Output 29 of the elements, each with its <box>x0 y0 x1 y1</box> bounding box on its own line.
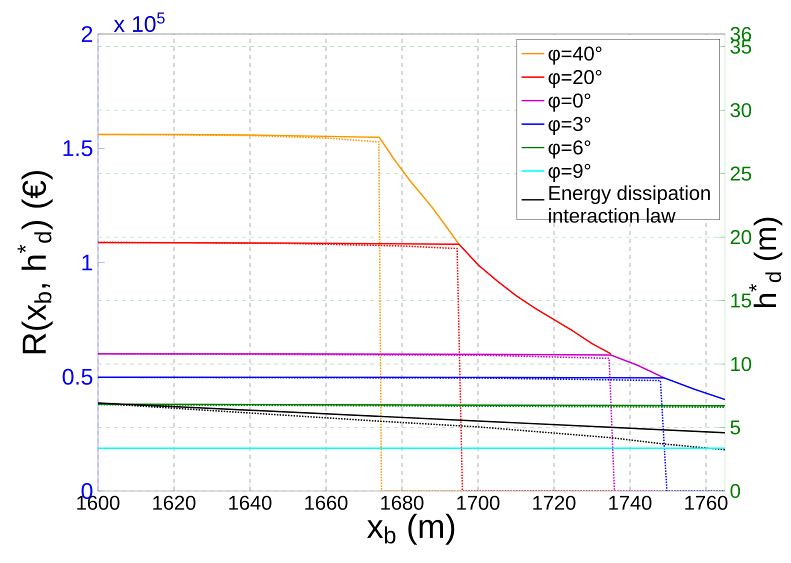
y2-tick-label: 5 <box>730 420 740 434</box>
x-tick-label: 1640 <box>229 496 272 510</box>
y2-tick-label: 10 <box>731 356 752 372</box>
legend-label: φ=3° <box>548 116 590 136</box>
y-tick-label: 0.5 <box>62 368 92 385</box>
x-tick-label: 1620 <box>153 496 196 510</box>
y2-tick-label: 20 <box>730 230 752 244</box>
legend-label: φ=40° <box>548 46 602 65</box>
x-tick-label: 1680 <box>381 496 424 510</box>
x-tick-label: 1760 <box>685 496 728 510</box>
y-tick-label: 2 <box>82 26 92 42</box>
y2-tick-label: 15 <box>731 294 752 308</box>
y2-tick-label: 30 <box>730 103 752 118</box>
y2-tick-label: 0 <box>730 484 740 498</box>
x-axis-title: x$_{b}$ (m) <box>367 514 454 545</box>
y-tick-label: 1 <box>82 254 92 270</box>
x-tick-label: 1740 <box>609 496 652 510</box>
legend-label: Energy dissipation interaction law <box>549 185 710 223</box>
x-tick-label: 1700 <box>457 496 500 510</box>
legend-label: φ=6° <box>548 140 590 158</box>
x-tick-label: 1660 <box>305 496 348 510</box>
legend-label: φ=20° <box>548 70 602 88</box>
y2-tick-label: 25 <box>730 166 752 181</box>
x-tick-label: 1720 <box>533 496 576 510</box>
text: x 10$^{5}$ <box>114 12 165 32</box>
legend-label: φ=0° <box>548 93 590 112</box>
legend-label: φ=9° <box>548 164 590 182</box>
y-tick-label: 1.5 <box>64 140 92 156</box>
y-axis-title: R(x$_{b}$, h$^{*}$$_{d}$) (€) <box>18 171 53 354</box>
